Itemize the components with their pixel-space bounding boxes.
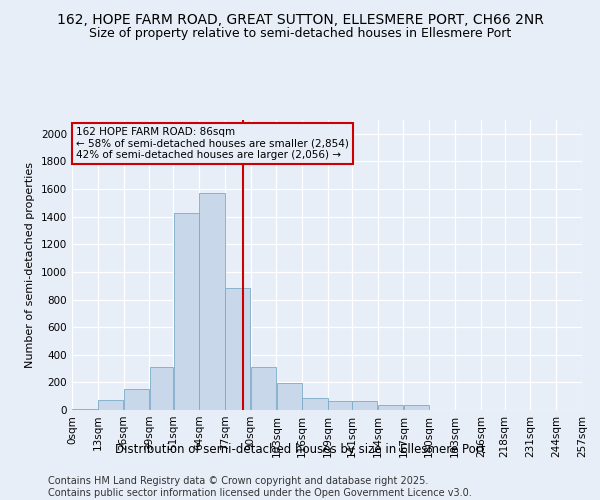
Bar (124, 390, 149, 410)
Text: Contains HM Land Registry data © Crown copyright and database right 2025.
Contai: Contains HM Land Registry data © Crown c… (48, 476, 472, 498)
Y-axis label: Number of semi-detached properties: Number of semi-detached properties (25, 162, 35, 368)
Bar (378, 405, 403, 410)
Bar (149, 367, 173, 410)
Bar (199, 193, 224, 410)
Bar (302, 398, 328, 410)
Bar (277, 383, 302, 410)
Bar (352, 401, 377, 410)
Text: Size of property relative to semi-detached houses in Ellesmere Port: Size of property relative to semi-detach… (89, 28, 511, 40)
Bar (328, 401, 352, 410)
Text: 162, HOPE FARM ROAD, GREAT SUTTON, ELLESMERE PORT, CH66 2NR: 162, HOPE FARM ROAD, GREAT SUTTON, ELLES… (56, 12, 544, 26)
Bar (251, 367, 276, 410)
Text: Distribution of semi-detached houses by size in Ellesmere Port: Distribution of semi-detached houses by … (115, 444, 485, 456)
Bar (173, 212, 199, 410)
Text: 162 HOPE FARM ROAD: 86sqm
← 58% of semi-detached houses are smaller (2,854)
42% : 162 HOPE FARM ROAD: 86sqm ← 58% of semi-… (76, 127, 349, 160)
Bar (98, 400, 123, 410)
Bar (225, 288, 250, 410)
Bar (404, 405, 429, 410)
